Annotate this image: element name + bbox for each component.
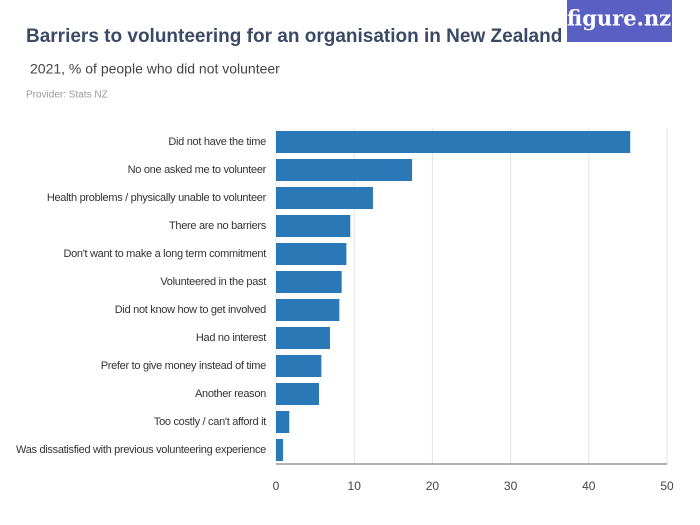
logo-box xyxy=(567,0,672,42)
bar xyxy=(276,355,322,377)
bar xyxy=(276,159,413,181)
x-tick-label: 30 xyxy=(504,479,518,493)
bar xyxy=(276,439,284,461)
x-tick-label: 0 xyxy=(273,479,280,493)
logo: figure.nz xyxy=(567,6,671,31)
bar xyxy=(276,215,351,237)
chart-subtitle: 2021, % of people who did not volunteer xyxy=(30,61,280,77)
y-tick-label: Did not have the time xyxy=(168,136,266,148)
bar xyxy=(276,411,290,433)
y-tick-label: Prefer to give money instead of time xyxy=(101,360,266,372)
y-tick-label: Had no interest xyxy=(196,332,266,344)
y-tick-label: Did not know how to get involved xyxy=(115,304,266,316)
bar xyxy=(276,131,631,153)
y-tick-label: Volunteered in the past xyxy=(160,276,266,288)
y-tick-label: No one asked me to volunteer xyxy=(128,164,267,176)
bar xyxy=(276,271,342,293)
bar xyxy=(276,187,373,209)
x-tick-label: 20 xyxy=(426,479,440,493)
x-tick-label: 50 xyxy=(660,479,674,493)
y-tick-label: Another reason xyxy=(195,388,266,400)
x-tick-label: 40 xyxy=(582,479,596,493)
y-tick-label: Too costly / can't afford it xyxy=(154,416,266,428)
bar xyxy=(276,243,347,265)
x-tick-label: 10 xyxy=(348,479,362,493)
y-tick-label: Health problems / physically unable to v… xyxy=(47,192,267,204)
bar xyxy=(276,327,330,349)
chart-title: Barriers to volunteering for an organisa… xyxy=(26,26,562,47)
provider: Provider: Stats NZ xyxy=(26,90,108,101)
bar xyxy=(276,383,320,405)
y-tick-label: Was dissatisfied with previous volunteer… xyxy=(16,444,266,456)
y-tick-label: There are no barriers xyxy=(169,220,267,232)
bar xyxy=(276,299,340,321)
y-tick-label: Don't want to make a long term commitmen… xyxy=(63,248,266,260)
